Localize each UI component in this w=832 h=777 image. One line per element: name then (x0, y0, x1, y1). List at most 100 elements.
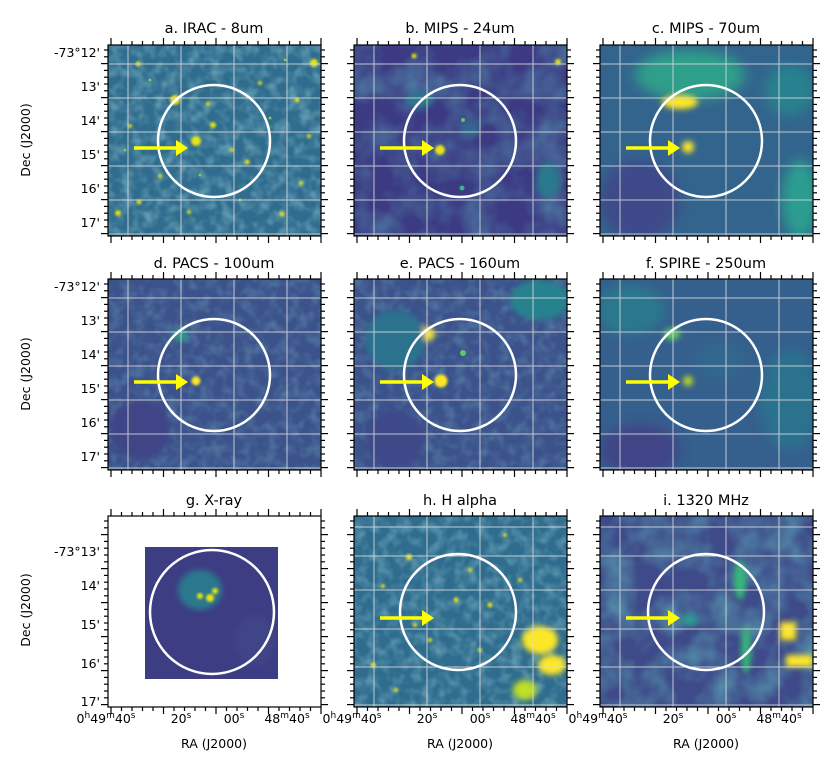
dec-tick: 17' (81, 694, 100, 709)
ra-tick-label: 20s (417, 711, 438, 726)
dec-tick-labels-row-3: -73°13' 14' 15' 16' 17' (54, 544, 100, 709)
frame-a (107, 44, 322, 237)
frame-i (599, 515, 814, 708)
dec-tick: 16' (81, 656, 100, 671)
dec-tick: 15' (81, 381, 100, 396)
ra-tick-label: 48m40s (264, 711, 310, 726)
frame-d (107, 278, 322, 471)
frame-g (107, 515, 322, 708)
ra-axis-label-g: RA (J2000) (181, 736, 247, 751)
frame-h (353, 515, 568, 708)
dec-tick: 14' (81, 347, 100, 362)
ra-tick-label: 0h49m40s (569, 711, 628, 726)
panel-a (108, 45, 321, 236)
arrow-i (626, 610, 680, 626)
panel-b-image (354, 45, 567, 236)
panel-f-image (600, 279, 813, 470)
title-b: b. MIPS - 24um (405, 21, 514, 37)
dec-tick-labels-row-2: -73°12' 13' 14' 15' 16' 17' (54, 279, 100, 464)
frame-f (599, 278, 814, 471)
coordinate-grids (108, 45, 813, 707)
panel-a-image (108, 45, 321, 236)
panel-i-image (600, 516, 813, 707)
panel-c-image (600, 45, 813, 236)
ra-tick-label: 48m40s (510, 711, 556, 726)
ra-tick-labels: 0h49m40s 20s 00s 48m40s 0h49m40s 20s 00s 48m40s… (77, 711, 802, 726)
ra-axis-label-i: RA (J2000) (673, 736, 739, 751)
title-f: f. SPIRE - 250um (646, 256, 766, 272)
ra-tick-label: 00s (224, 711, 245, 726)
ra-tick-label: 20s (171, 711, 192, 726)
dec-axis-label-row-1: Dec (J2000) (18, 103, 33, 176)
arrow-c (626, 140, 680, 156)
dec-axis-label-row-2: Dec (J2000) (18, 337, 33, 410)
dec-axis-label-row-3: Dec (J2000) (18, 573, 33, 646)
title-e: e. PACS - 160um (400, 256, 520, 272)
title-a: a. IRAC - 8um (165, 21, 264, 37)
ra-axis-labels: RA (J2000) RA (J2000) RA (J2000) (181, 736, 739, 751)
panel-d-image (108, 279, 321, 470)
frame-e (353, 278, 568, 471)
region-circle-i (646, 552, 766, 672)
title-g: g. X-ray (186, 493, 243, 509)
region-circle-h (398, 552, 518, 672)
dec-tick: 16' (81, 181, 100, 196)
dec-tick: 16' (81, 415, 100, 430)
dec-tick: 13' (81, 313, 100, 328)
arrow-h (380, 610, 434, 626)
dec-tick: 17' (81, 449, 100, 464)
tick-marks (101, 38, 820, 714)
dec-tick: 14' (81, 578, 100, 593)
arrow-a (134, 140, 188, 156)
panel-e (354, 279, 567, 470)
arrow-e (380, 374, 434, 390)
ra-axis-label-h: RA (J2000) (427, 736, 493, 751)
dec-tick-labels-row-1: -73°12' 13' 14' 15' 16' 17' (54, 45, 100, 230)
region-circles (148, 83, 766, 676)
region-circle-e (402, 317, 518, 433)
dec-tick: 13' (81, 79, 100, 94)
panel-g-image (145, 547, 278, 679)
dec-tick: 15' (81, 617, 100, 632)
dec-tick: -73°12' (54, 279, 100, 294)
region-circle-d (156, 317, 272, 433)
title-c: c. MIPS - 70um (652, 21, 760, 37)
panel-g (145, 547, 278, 679)
region-circle-g (148, 548, 276, 676)
region-circle-c (648, 83, 764, 199)
title-h: h. H alpha (423, 493, 497, 509)
ra-tick-label: 0h49m40s (323, 711, 382, 726)
ra-tick-label: 48m40s (756, 711, 802, 726)
title-d: d. PACS - 100um (154, 256, 275, 272)
panel-e-image (354, 279, 567, 470)
arrow-d (134, 374, 188, 390)
pointer-arrows (134, 140, 680, 626)
ra-tick-label: 20s (663, 711, 684, 726)
title-i: i. 1320 MHz (663, 493, 749, 509)
arrow-b (380, 140, 434, 156)
panel-i (600, 516, 813, 707)
ra-tick-label: 0h49m40s (77, 711, 136, 726)
panel-frames (107, 44, 814, 708)
dec-tick: -73°12' (54, 45, 100, 60)
region-circle-a (156, 83, 272, 199)
panel-h (354, 516, 567, 707)
ra-tick-label: 00s (470, 711, 491, 726)
panel-b (354, 45, 567, 236)
panel-h-image (354, 516, 567, 707)
dec-tick: 15' (81, 147, 100, 162)
dec-tick: 17' (81, 215, 100, 230)
region-circle-b (402, 83, 518, 199)
dec-tick: 14' (81, 113, 100, 128)
panel-c (600, 45, 813, 236)
arrow-f (626, 374, 680, 390)
panel-d (108, 279, 321, 470)
frame-c (599, 44, 814, 237)
panel-f (600, 279, 813, 470)
dec-tick: -73°13' (54, 544, 100, 559)
panel-titles: a. IRAC - 8um b. MIPS - 24um c. MIPS - 7… (154, 21, 766, 509)
ra-tick-label: 00s (716, 711, 737, 726)
region-circle-f (648, 317, 764, 433)
frame-b (353, 44, 568, 237)
